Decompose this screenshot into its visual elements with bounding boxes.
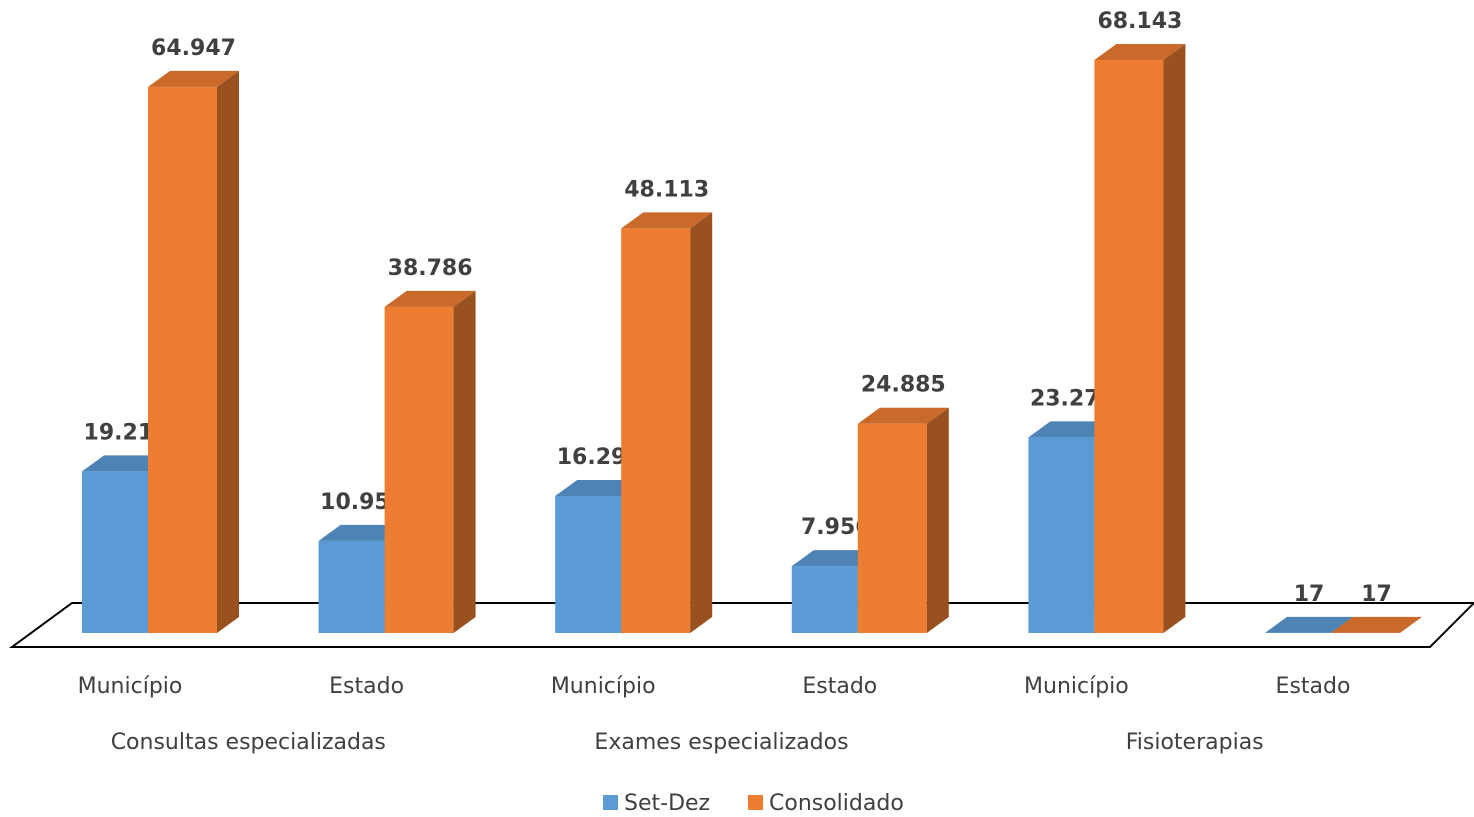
bar-top: [1094, 44, 1186, 60]
x-tick-label: Município: [1024, 674, 1129, 699]
group-label: Fisioterapias: [1126, 730, 1264, 755]
bar-front: [1094, 60, 1164, 633]
bar-top: [1265, 616, 1353, 633]
bar-front: [318, 540, 385, 633]
value-label: 48.113: [624, 177, 709, 202]
bar-side: [453, 290, 476, 633]
bar-side: [1163, 44, 1186, 633]
x-tick-label: Município: [551, 674, 656, 699]
group-label: Exames especializados: [594, 730, 848, 755]
bar-top: [384, 290, 476, 307]
value-label: 17: [1361, 582, 1392, 607]
bar-side: [690, 212, 713, 633]
bar-side: [1400, 616, 1422, 633]
bar-front: [621, 228, 691, 633]
legend-swatch: [603, 795, 618, 810]
legend-label: Set-Dez: [624, 791, 710, 816]
value-label: 38.786: [388, 256, 473, 281]
legend-label: Consolidado: [769, 791, 904, 816]
bar-front: [82, 471, 148, 633]
value-label: 68.143: [1097, 9, 1182, 34]
bar-top: [857, 407, 949, 424]
value-label: 64.947: [151, 36, 236, 61]
bar-side: [217, 70, 239, 633]
x-tick-label: Município: [78, 674, 183, 699]
bar-top: [1331, 616, 1422, 633]
bar-front: [857, 423, 927, 633]
bar-front: [791, 566, 858, 633]
x-tick-label: Estado: [329, 674, 404, 699]
bar-top: [621, 212, 713, 229]
bar-front: [148, 86, 217, 633]
bar-front: [555, 495, 622, 633]
bar-top: [148, 70, 239, 87]
value-label: 24.885: [861, 373, 946, 398]
bar-side: [926, 407, 949, 633]
x-tick-label: Estado: [802, 674, 877, 699]
group-label: Consultas especializadas: [111, 730, 386, 755]
legend-swatch: [748, 795, 763, 810]
bar-front: [384, 306, 454, 633]
x-tick-label: Estado: [1276, 674, 1351, 699]
bar-front: [1028, 437, 1095, 633]
value-label: 17: [1294, 582, 1325, 607]
